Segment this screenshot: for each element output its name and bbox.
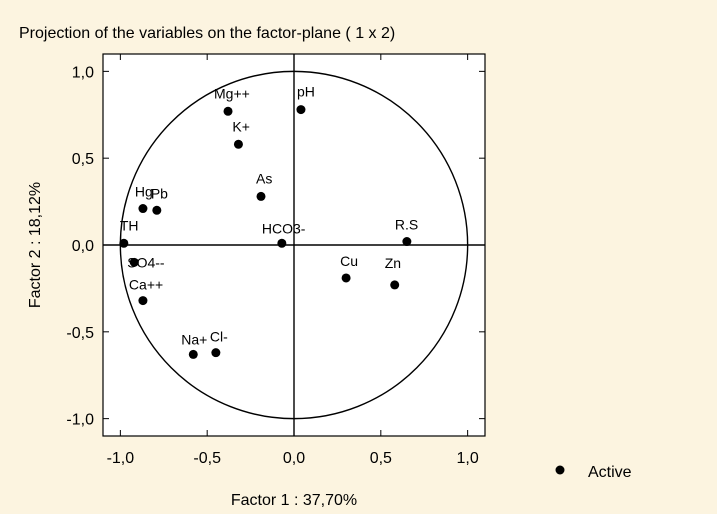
y-axis-title: Factor 2 : 18,12%: [27, 182, 44, 308]
y-tick-label: 0,0: [72, 238, 94, 255]
data-point-label: Cl-: [210, 329, 228, 345]
data-point-label: Hg: [135, 184, 153, 200]
data-point-label: Na+: [181, 331, 207, 347]
data-point-label: K+: [232, 118, 250, 134]
data-point: [233, 139, 243, 149]
data-point: [341, 273, 351, 283]
x-tick-label: -0,5: [193, 450, 221, 467]
legend-marker: [555, 465, 565, 475]
data-point-label: pH: [297, 84, 315, 100]
chart-title: Projection of the variables on the facto…: [19, 25, 395, 42]
legend: Active: [555, 464, 632, 481]
x-tick-label: 0,5: [370, 450, 392, 467]
data-point-label: Ca++: [129, 277, 163, 293]
data-point-label: Zn: [385, 255, 401, 271]
data-point: [138, 204, 148, 214]
data-point: [138, 296, 148, 306]
x-tick-label: 0,0: [283, 450, 305, 467]
data-point: [402, 237, 412, 247]
data-point-label: R.S: [395, 217, 418, 233]
y-tick-label: 0,5: [72, 151, 94, 168]
y-tick-label: -1,0: [66, 412, 94, 429]
data-point-label: Cu: [340, 253, 358, 269]
data-point-label: HCO3-: [262, 220, 306, 236]
data-point: [256, 191, 266, 201]
data-point-label: SO4--: [127, 254, 165, 270]
x-tick-label: -1,0: [107, 450, 135, 467]
data-point: [277, 238, 287, 248]
data-point: [296, 105, 306, 115]
legend-label-active: Active: [588, 464, 632, 481]
y-tick-label: -0,5: [66, 325, 94, 342]
data-point: [223, 106, 233, 116]
data-point: [390, 280, 400, 290]
data-point: [188, 349, 198, 359]
data-point: [152, 205, 162, 215]
x-axis-title: Factor 1 : 37,70%: [231, 492, 357, 509]
y-axis-ticks: 1,0 0,5 0,0 -0,5 -1,0: [66, 64, 485, 429]
data-point: [119, 238, 129, 248]
data-point-label: Pb: [151, 185, 168, 201]
data-point: [211, 348, 221, 358]
data-point-label: As: [256, 170, 272, 186]
data-point-label: Mg++: [214, 85, 250, 101]
data-point: [129, 257, 139, 267]
x-tick-label: 1,0: [457, 450, 479, 467]
data-point-label: TH: [120, 217, 139, 233]
y-tick-label: 1,0: [72, 64, 94, 81]
